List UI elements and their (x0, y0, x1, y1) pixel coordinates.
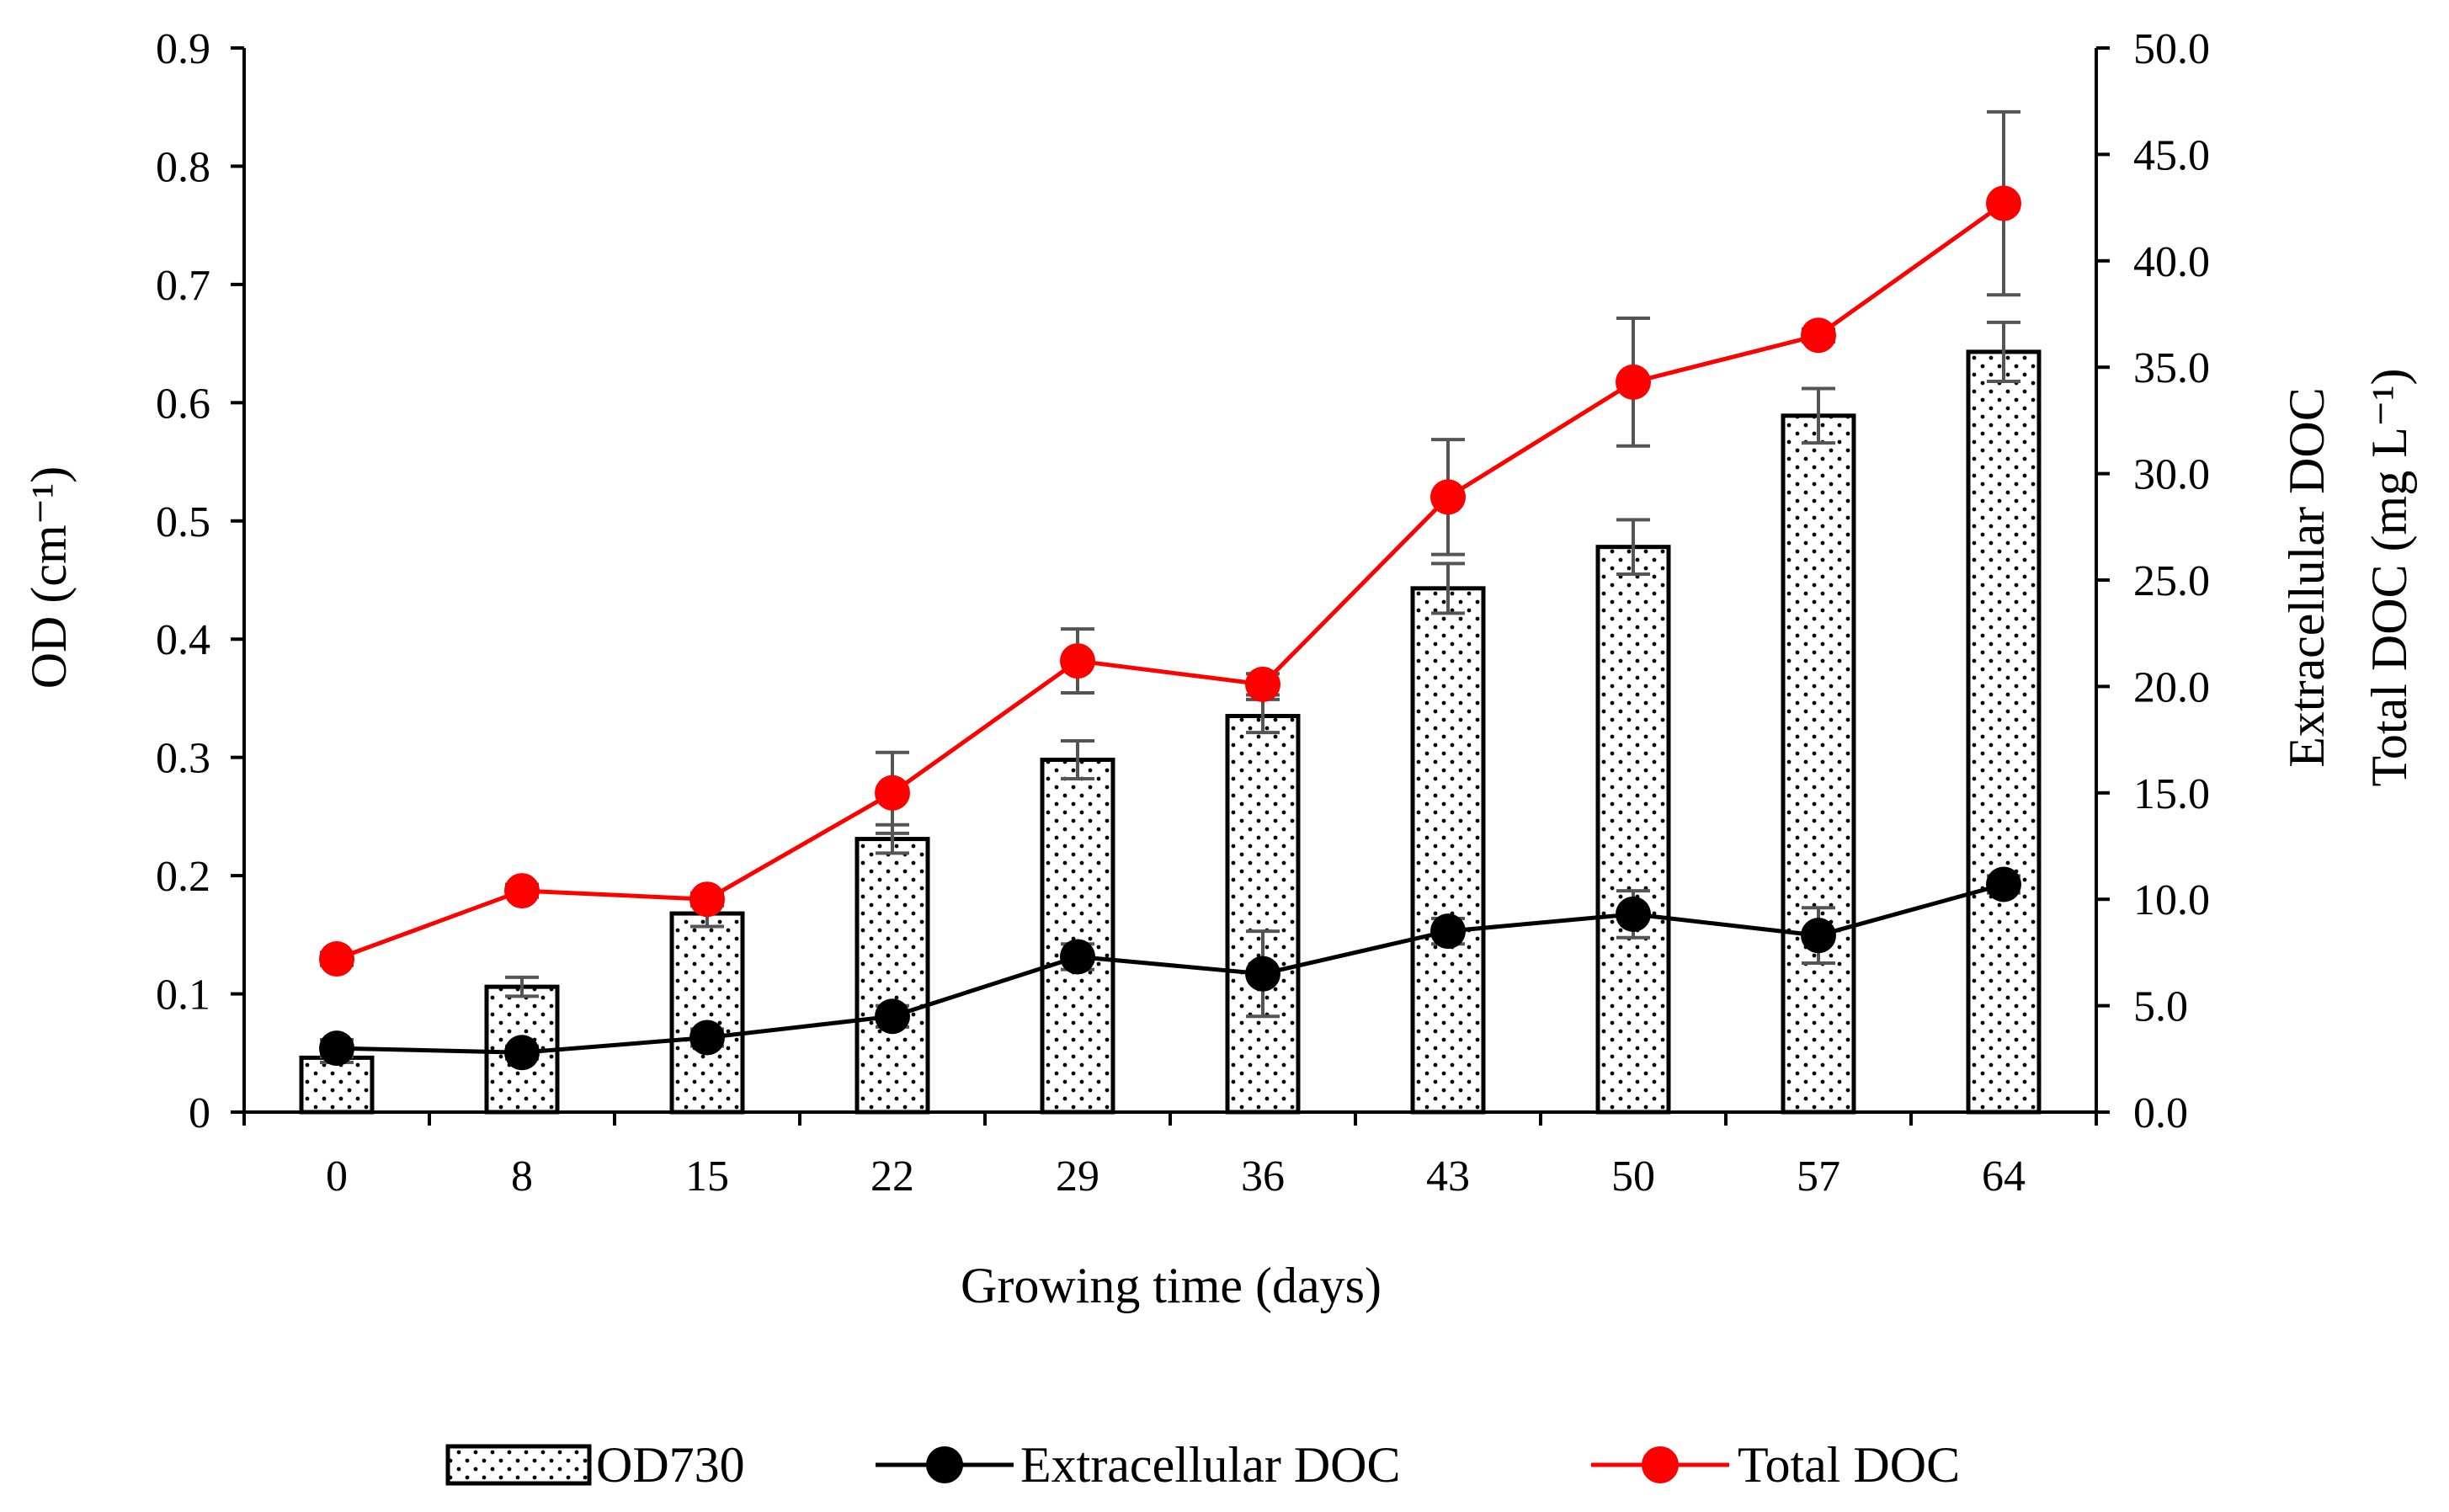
bar-od730-50 (1595, 545, 1671, 1115)
y-right-tick-label-25.0: 25.0 (2133, 557, 2210, 605)
bar-od730-64 (1966, 349, 2042, 1115)
bar-od730-15 (669, 911, 745, 1115)
point-extracellular-doc-57 (1801, 918, 1836, 954)
x-tick-label-8: 8 (511, 1153, 533, 1201)
point-total-doc-29 (1060, 643, 1095, 679)
line-total-doc (336, 201, 2005, 961)
point-total-doc-22 (875, 775, 910, 811)
point-extracellular-doc-36 (1245, 956, 1280, 992)
x-tick-label-36: 36 (1241, 1153, 1285, 1201)
point-extracellular-doc-43 (1430, 913, 1466, 950)
y-right-tick-label-15.0: 15.0 (2133, 770, 2210, 818)
x-tick-label-64: 64 (1982, 1153, 2026, 1201)
point-extracellular-doc-22 (875, 998, 910, 1035)
x-tick-label-15: 15 (685, 1153, 729, 1201)
bar-od730-57 (1781, 413, 1856, 1115)
y-right-tick-label-45.0: 45.0 (2133, 131, 2210, 179)
bar-od730-29 (1040, 757, 1115, 1115)
point-total-doc-57 (1801, 317, 1836, 354)
y-left-tick-label-0.2: 0.2 (156, 853, 210, 901)
lines-layer (319, 185, 2021, 1071)
y-left-tick-label-0.9: 0.9 (156, 25, 210, 73)
x-tick-label-50: 50 (1611, 1153, 1655, 1201)
bars-layer (299, 349, 2042, 1115)
y-right-tick-label-40.0: 40.0 (2133, 238, 2210, 286)
point-total-doc-8 (504, 873, 540, 909)
error-bars-layer (320, 109, 2020, 1065)
legend-label-extracellular-doc: Extracellular DOC (1020, 1437, 1401, 1493)
y-axis-left-title: OD (cm⁻¹) (21, 466, 77, 689)
x-tick-label-22: 22 (870, 1153, 914, 1201)
x-axis-title: Growing time (days) (961, 1258, 1382, 1313)
y-right-tick-label-30.0: 30.0 (2133, 451, 2210, 499)
y-right-tick-label-35.0: 35.0 (2133, 344, 2210, 392)
y-left-tick-label-0.1: 0.1 (156, 972, 210, 1020)
y-left-tick-label-0.3: 0.3 (156, 735, 210, 783)
y-left-tick-label-0: 0 (189, 1089, 210, 1137)
point-total-doc-50 (1616, 364, 1651, 400)
legend-label-total-doc: Total DOC (1738, 1437, 1960, 1493)
point-total-doc-15 (689, 881, 725, 918)
y-left-tick-label-0.8: 0.8 (156, 143, 210, 191)
y-right-tick-label-5.0: 5.0 (2133, 983, 2188, 1031)
bar-od730-43 (1410, 586, 1486, 1115)
legend-marker-total-doc (1642, 1446, 1679, 1483)
point-extracellular-doc-8 (504, 1035, 540, 1071)
point-extracellular-doc-15 (689, 1020, 725, 1056)
y-axis-right-title-line2: Total DOC (mg L⁻¹) (2361, 368, 2417, 786)
axes-layer: 0 0.1 0.2 0.3 0.4 0.5 0.6 0.7 0.8 0.9 0.0 5.0 10.0 15… (156, 25, 2210, 1201)
point-total-doc-64 (1986, 185, 2021, 221)
x-tick-label-57: 57 (1797, 1153, 1840, 1201)
y-right-tick-label-50.0: 50.0 (2133, 25, 2210, 73)
bar-od730-22 (854, 837, 930, 1115)
point-extracellular-doc-0 (319, 1030, 354, 1067)
y-left-tick-label-0.5: 0.5 (156, 498, 210, 546)
x-tick-label-43: 43 (1426, 1153, 1470, 1201)
point-extracellular-doc-50 (1616, 896, 1651, 932)
bar-od730-36 (1225, 714, 1301, 1115)
legend-marker-extracellular-doc (926, 1446, 963, 1483)
point-total-doc-0 (319, 940, 354, 977)
legend-label-od730: OD730 (596, 1437, 745, 1493)
y-right-tick-label-0.0: 0.0 (2133, 1089, 2188, 1137)
x-tick-label-29: 29 (1056, 1153, 1099, 1201)
point-extracellular-doc-29 (1060, 939, 1095, 975)
point-total-doc-43 (1430, 479, 1466, 515)
legend-swatch-od730 (445, 1444, 592, 1486)
legend: OD730 Extracellular DOC Total DOC (445, 1437, 1960, 1493)
y-left-tick-label-0.6: 0.6 (156, 380, 210, 428)
y-right-tick-label-20.0: 20.0 (2133, 663, 2210, 711)
x-tick-label-0: 0 (326, 1153, 348, 1201)
point-extracellular-doc-64 (1986, 866, 2021, 902)
point-total-doc-36 (1245, 666, 1280, 702)
line-extracellular-doc (336, 882, 2004, 1055)
y-left-tick-label-0.4: 0.4 (156, 616, 210, 664)
y-left-tick-label-0.7: 0.7 (156, 262, 210, 310)
y-right-tick-label-10.0: 10.0 (2133, 876, 2210, 924)
y-axis-right-title-line1: Extracellular DOC (2279, 387, 2335, 768)
